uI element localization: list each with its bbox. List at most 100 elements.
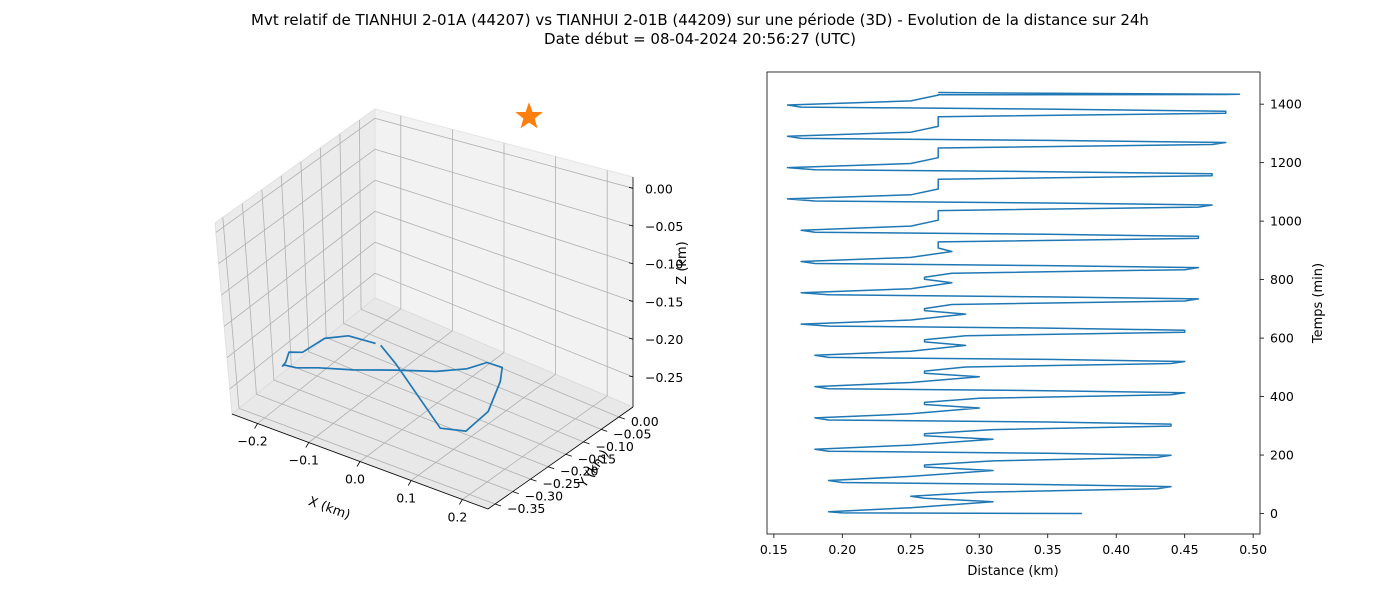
x-tick-label: 0.40 (1102, 542, 1130, 557)
z-tick-mark (628, 262, 634, 265)
z-tick-mark (628, 337, 634, 340)
y-tick-label: 1400 (1270, 97, 1302, 112)
y-gridline-floor (308, 351, 566, 455)
y-tick-label: −0.20 (560, 464, 598, 479)
z-axis-label: Z (km) (675, 241, 690, 284)
y-gridline-floor (238, 407, 496, 505)
x-tick-mark (407, 480, 412, 486)
y-tick-label: −0.25 (542, 476, 580, 491)
y-ticks: 0 200 400 600 800 1000 1200 1400 (1260, 97, 1302, 521)
x-axis-label-distance: Distance (km) (967, 564, 1058, 579)
y-gridline-floor (326, 337, 584, 443)
z-tick-mark (628, 186, 634, 189)
z-tick-label: −0.10 (645, 257, 683, 272)
y-tick-label: −0.05 (613, 426, 651, 441)
3d-gridlines (215, 115, 634, 505)
z-gridline-back (374, 117, 634, 189)
y-axis-line (487, 406, 634, 510)
y-tick-label: −0.30 (525, 489, 563, 504)
figure-subtitle: Date début = 08-04-2024 20:56:27 (UTC) (544, 30, 856, 48)
x-tick-label: 0.2 (447, 510, 467, 525)
z-tick-label: −0.05 (645, 219, 683, 234)
x-tick-mark (459, 499, 463, 505)
z-tick-mark (628, 375, 634, 378)
distance-series-line (786, 91, 1241, 515)
z-tick-label: −0.25 (645, 370, 683, 385)
y-tick-label: −0.35 (507, 501, 545, 516)
y-tick-mark (618, 416, 625, 420)
z-gridline-side (215, 117, 376, 233)
z-gridline-side (229, 272, 376, 390)
z-gridline-side (223, 210, 376, 327)
y-gridline-side (339, 134, 345, 324)
z-gridline-back (374, 241, 634, 340)
z-gridline-side (226, 241, 376, 358)
y-tick-mark (547, 466, 555, 470)
z-tick-label: −0.20 (645, 332, 683, 347)
y-tick-label: 0.00 (631, 414, 659, 429)
y-tick-mark (512, 491, 519, 494)
y-gridline-floor (343, 323, 602, 430)
z-gridline-back (374, 148, 634, 227)
y-tick-mark (601, 429, 608, 432)
z-tick-mark (628, 300, 634, 302)
y-gridline-side (280, 175, 292, 366)
y-tick-mark (530, 478, 537, 482)
x-gridline-floor (462, 395, 608, 500)
y-gridline-floor (256, 393, 513, 492)
y-tick-label: 600 (1270, 331, 1294, 346)
z-gridline-back (374, 272, 634, 378)
y-tick-mark (583, 441, 590, 445)
x-tick-label: −0.2 (237, 434, 267, 449)
x-gridline-floor (257, 308, 402, 424)
y-tick-mark (494, 503, 502, 507)
star-marker (515, 102, 543, 129)
y-tick-label: 400 (1270, 389, 1294, 404)
y-tick-mark (565, 453, 572, 457)
3d-ticks: −0.2−0.10.00.10.20.00−0.05−0.10−0.15−0.2… (237, 181, 683, 524)
x-tick-mark (254, 423, 258, 429)
y-tick-label: 0 (1270, 506, 1278, 521)
trajectory-line (281, 334, 504, 432)
y-gridline-side (261, 189, 275, 381)
y-tick-label: 200 (1270, 448, 1294, 463)
x-tick-label: 0.20 (828, 542, 856, 557)
x-tick-mark (356, 461, 361, 467)
x-tick-mark (305, 442, 310, 448)
z-gridline-back (374, 210, 634, 302)
x-gridline-floor (308, 330, 453, 443)
y-tick-label: 800 (1270, 272, 1294, 287)
y-gridline-side (222, 217, 240, 409)
y-axis-label-time: Temps (min) (1311, 263, 1326, 344)
z-tick-label: 0.00 (645, 181, 673, 196)
z-tick-label: −0.15 (645, 294, 683, 309)
z-gridline-side (218, 148, 376, 265)
z-gridline-side (221, 179, 376, 296)
x-tick-label: 0.30 (965, 542, 993, 557)
y-tick-label: 1200 (1270, 155, 1302, 170)
figure-title: Mvt relatif de TIANHUI 2-01A (44207) vs … (251, 11, 1149, 29)
y-tick-label: −0.15 (578, 451, 616, 466)
y-gridline-floor (291, 365, 549, 468)
y-gridline-side (319, 147, 327, 338)
x-tick-label: 0.25 (897, 542, 925, 557)
z-tick-mark (628, 224, 634, 227)
x-tick-label: 0.15 (760, 542, 788, 557)
y-gridline-side (241, 203, 257, 395)
y-tick-label: −0.10 (595, 439, 633, 454)
x-tick-label: 0.1 (396, 491, 416, 506)
y-gridline-side (358, 120, 362, 310)
y-gridline-floor (273, 379, 531, 480)
x-tick-label: 0.45 (1171, 542, 1199, 557)
x-tick-label: 0.35 (1034, 542, 1062, 557)
x-tick-label: 0.50 (1239, 542, 1267, 557)
y-tick-label: 1000 (1270, 214, 1302, 229)
z-gridline-back (374, 179, 634, 265)
x-ticks: 0.15 0.20 0.25 0.30 0.35 0.40 0.45 0.50 (760, 534, 1267, 557)
x-gridline-floor (359, 352, 505, 462)
x-gridline-floor (410, 373, 556, 481)
x-tick-label: 0.0 (345, 472, 365, 487)
